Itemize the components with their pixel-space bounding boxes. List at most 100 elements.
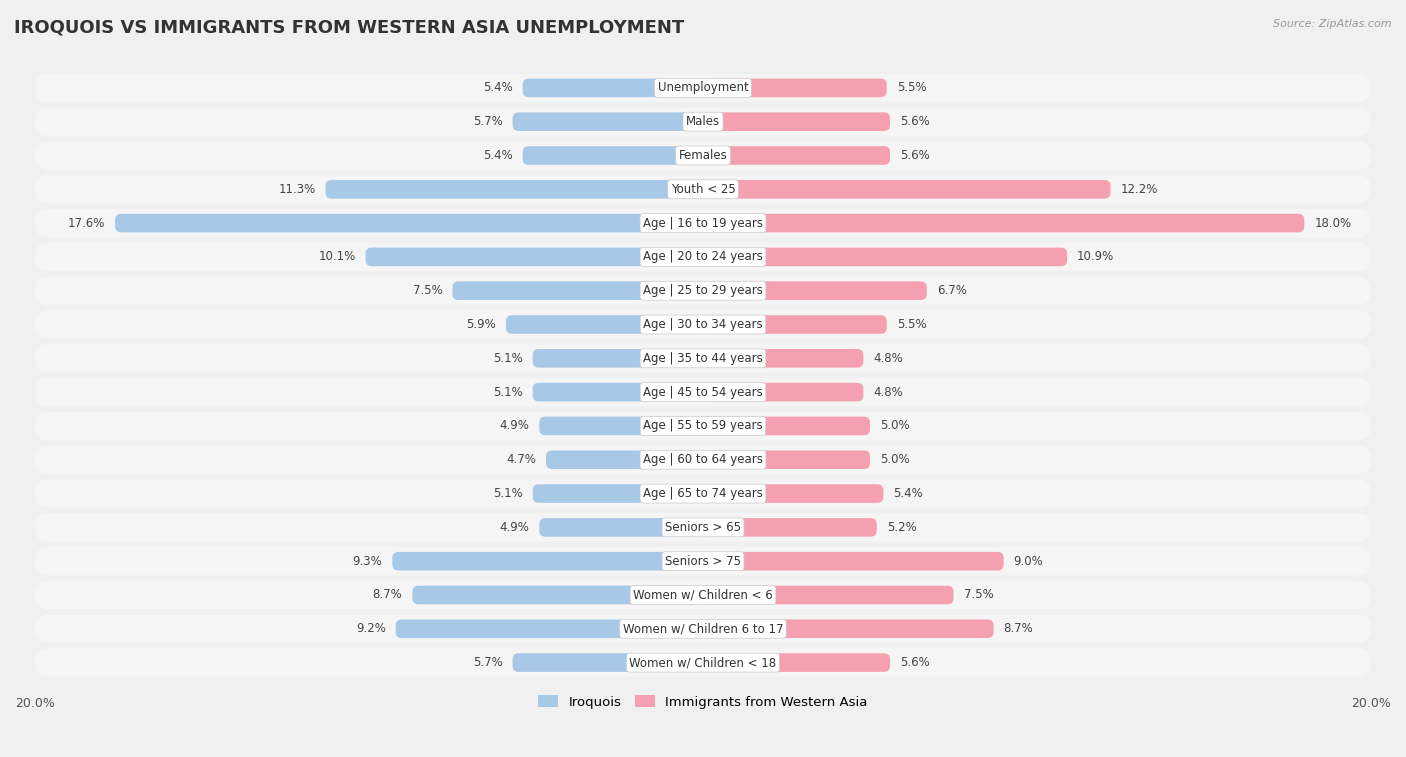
- FancyBboxPatch shape: [523, 79, 703, 97]
- Text: 5.5%: 5.5%: [897, 318, 927, 331]
- FancyBboxPatch shape: [35, 378, 1371, 407]
- Text: 5.7%: 5.7%: [472, 656, 502, 669]
- Text: 5.4%: 5.4%: [893, 487, 924, 500]
- FancyBboxPatch shape: [703, 653, 890, 672]
- FancyBboxPatch shape: [533, 349, 703, 368]
- FancyBboxPatch shape: [35, 547, 1371, 575]
- FancyBboxPatch shape: [546, 450, 703, 469]
- Text: Age | 30 to 34 years: Age | 30 to 34 years: [643, 318, 763, 331]
- Legend: Iroquois, Immigrants from Western Asia: Iroquois, Immigrants from Western Asia: [533, 690, 873, 714]
- FancyBboxPatch shape: [703, 315, 887, 334]
- Text: 5.4%: 5.4%: [482, 149, 513, 162]
- Text: 5.1%: 5.1%: [494, 352, 523, 365]
- FancyBboxPatch shape: [35, 276, 1371, 305]
- FancyBboxPatch shape: [703, 213, 1305, 232]
- FancyBboxPatch shape: [540, 518, 703, 537]
- FancyBboxPatch shape: [35, 581, 1371, 609]
- Text: Males: Males: [686, 115, 720, 128]
- FancyBboxPatch shape: [533, 383, 703, 401]
- FancyBboxPatch shape: [35, 310, 1371, 338]
- Text: Age | 16 to 19 years: Age | 16 to 19 years: [643, 217, 763, 229]
- Text: 7.5%: 7.5%: [963, 588, 993, 602]
- Text: 8.7%: 8.7%: [1004, 622, 1033, 635]
- FancyBboxPatch shape: [513, 112, 703, 131]
- FancyBboxPatch shape: [35, 513, 1371, 541]
- FancyBboxPatch shape: [453, 282, 703, 300]
- Text: 7.5%: 7.5%: [413, 284, 443, 298]
- FancyBboxPatch shape: [513, 653, 703, 672]
- Text: 5.6%: 5.6%: [900, 149, 929, 162]
- FancyBboxPatch shape: [35, 142, 1371, 170]
- FancyBboxPatch shape: [35, 615, 1371, 643]
- Text: 5.9%: 5.9%: [467, 318, 496, 331]
- Text: Age | 65 to 74 years: Age | 65 to 74 years: [643, 487, 763, 500]
- Text: 4.8%: 4.8%: [873, 352, 903, 365]
- Text: 5.4%: 5.4%: [482, 81, 513, 95]
- FancyBboxPatch shape: [35, 209, 1371, 237]
- FancyBboxPatch shape: [703, 248, 1067, 266]
- Text: 5.7%: 5.7%: [472, 115, 502, 128]
- FancyBboxPatch shape: [35, 649, 1371, 677]
- Text: 9.0%: 9.0%: [1014, 555, 1043, 568]
- FancyBboxPatch shape: [703, 586, 953, 604]
- Text: 10.1%: 10.1%: [318, 251, 356, 263]
- FancyBboxPatch shape: [703, 180, 1111, 198]
- Text: Seniors > 75: Seniors > 75: [665, 555, 741, 568]
- Text: 5.6%: 5.6%: [900, 656, 929, 669]
- Text: 10.9%: 10.9%: [1077, 251, 1115, 263]
- Text: Women w/ Children < 6: Women w/ Children < 6: [633, 588, 773, 602]
- Text: 5.6%: 5.6%: [900, 115, 929, 128]
- FancyBboxPatch shape: [703, 619, 994, 638]
- FancyBboxPatch shape: [35, 73, 1371, 102]
- FancyBboxPatch shape: [35, 243, 1371, 271]
- FancyBboxPatch shape: [35, 344, 1371, 372]
- Text: Age | 55 to 59 years: Age | 55 to 59 years: [643, 419, 763, 432]
- Text: 12.2%: 12.2%: [1121, 182, 1159, 196]
- FancyBboxPatch shape: [540, 416, 703, 435]
- FancyBboxPatch shape: [703, 552, 1004, 571]
- Text: 9.3%: 9.3%: [353, 555, 382, 568]
- Text: Youth < 25: Youth < 25: [671, 182, 735, 196]
- FancyBboxPatch shape: [523, 146, 703, 165]
- Text: 5.2%: 5.2%: [887, 521, 917, 534]
- Text: Age | 20 to 24 years: Age | 20 to 24 years: [643, 251, 763, 263]
- FancyBboxPatch shape: [326, 180, 703, 198]
- Text: 4.9%: 4.9%: [499, 419, 529, 432]
- Text: 18.0%: 18.0%: [1315, 217, 1351, 229]
- Text: Age | 60 to 64 years: Age | 60 to 64 years: [643, 453, 763, 466]
- FancyBboxPatch shape: [703, 349, 863, 368]
- FancyBboxPatch shape: [35, 446, 1371, 474]
- Text: 5.1%: 5.1%: [494, 487, 523, 500]
- FancyBboxPatch shape: [703, 282, 927, 300]
- FancyBboxPatch shape: [35, 412, 1371, 440]
- Text: 6.7%: 6.7%: [936, 284, 967, 298]
- FancyBboxPatch shape: [115, 213, 703, 232]
- FancyBboxPatch shape: [703, 450, 870, 469]
- Text: 4.7%: 4.7%: [506, 453, 536, 466]
- FancyBboxPatch shape: [703, 146, 890, 165]
- Text: IROQUOIS VS IMMIGRANTS FROM WESTERN ASIA UNEMPLOYMENT: IROQUOIS VS IMMIGRANTS FROM WESTERN ASIA…: [14, 19, 685, 37]
- Text: 8.7%: 8.7%: [373, 588, 402, 602]
- Text: Source: ZipAtlas.com: Source: ZipAtlas.com: [1274, 19, 1392, 29]
- FancyBboxPatch shape: [412, 586, 703, 604]
- Text: 5.0%: 5.0%: [880, 453, 910, 466]
- FancyBboxPatch shape: [703, 112, 890, 131]
- FancyBboxPatch shape: [703, 416, 870, 435]
- FancyBboxPatch shape: [703, 484, 883, 503]
- FancyBboxPatch shape: [703, 383, 863, 401]
- Text: Females: Females: [679, 149, 727, 162]
- Text: 9.2%: 9.2%: [356, 622, 385, 635]
- Text: 5.0%: 5.0%: [880, 419, 910, 432]
- FancyBboxPatch shape: [392, 552, 703, 571]
- FancyBboxPatch shape: [395, 619, 703, 638]
- FancyBboxPatch shape: [506, 315, 703, 334]
- Text: Age | 35 to 44 years: Age | 35 to 44 years: [643, 352, 763, 365]
- FancyBboxPatch shape: [35, 107, 1371, 136]
- Text: Women w/ Children 6 to 17: Women w/ Children 6 to 17: [623, 622, 783, 635]
- Text: 5.5%: 5.5%: [897, 81, 927, 95]
- FancyBboxPatch shape: [533, 484, 703, 503]
- Text: 17.6%: 17.6%: [67, 217, 105, 229]
- Text: Seniors > 65: Seniors > 65: [665, 521, 741, 534]
- FancyBboxPatch shape: [703, 79, 887, 97]
- FancyBboxPatch shape: [366, 248, 703, 266]
